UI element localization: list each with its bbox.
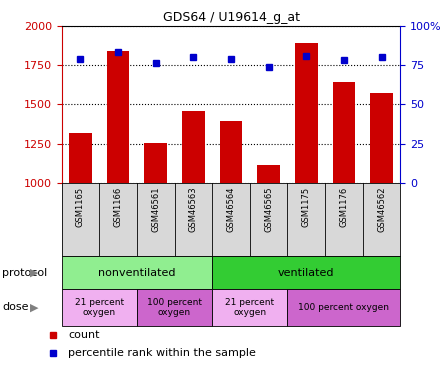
Text: protocol: protocol <box>2 268 48 278</box>
Text: ▶: ▶ <box>30 268 39 278</box>
Text: GSM46565: GSM46565 <box>264 187 273 232</box>
Text: GSM1175: GSM1175 <box>302 187 311 227</box>
Text: GSM1165: GSM1165 <box>76 187 85 227</box>
Text: GSM1176: GSM1176 <box>339 187 348 227</box>
Title: GDS64 / U19614_g_at: GDS64 / U19614_g_at <box>162 11 300 25</box>
Text: dose: dose <box>2 302 29 313</box>
Text: 100 percent oxygen: 100 percent oxygen <box>298 303 389 312</box>
Bar <box>295 43 318 183</box>
Text: GSM46561: GSM46561 <box>151 187 160 232</box>
Bar <box>212 256 400 289</box>
Bar <box>107 51 129 183</box>
Bar <box>144 143 167 183</box>
Bar <box>333 82 355 183</box>
Bar <box>137 289 212 326</box>
Bar <box>220 121 242 183</box>
Bar <box>257 165 280 183</box>
Text: 21 percent
oxygen: 21 percent oxygen <box>225 298 275 317</box>
Text: GSM46564: GSM46564 <box>227 187 235 232</box>
Bar <box>212 289 287 326</box>
Text: nonventilated: nonventilated <box>98 268 176 278</box>
Text: GSM46562: GSM46562 <box>377 187 386 232</box>
Text: ▶: ▶ <box>30 302 39 313</box>
Text: 21 percent
oxygen: 21 percent oxygen <box>75 298 124 317</box>
Text: ventilated: ventilated <box>278 268 334 278</box>
Bar <box>62 256 212 289</box>
Text: percentile rank within the sample: percentile rank within the sample <box>68 348 256 358</box>
Text: count: count <box>68 330 100 340</box>
Text: GSM1166: GSM1166 <box>114 187 123 227</box>
Bar <box>62 289 137 326</box>
Bar <box>370 93 393 183</box>
Bar <box>182 111 205 183</box>
Text: GSM46563: GSM46563 <box>189 187 198 232</box>
Bar <box>287 289 400 326</box>
Text: 100 percent
oxygen: 100 percent oxygen <box>147 298 202 317</box>
Bar <box>69 132 92 183</box>
